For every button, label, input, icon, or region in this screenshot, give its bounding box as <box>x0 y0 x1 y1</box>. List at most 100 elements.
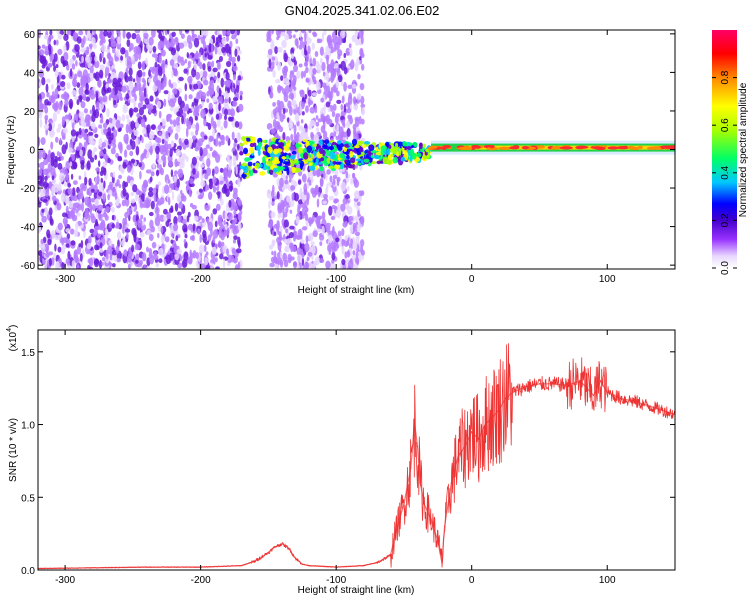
spectrogram-cell <box>116 231 122 240</box>
spectrogram-cell <box>84 128 89 133</box>
spectrogram-cell <box>283 69 287 79</box>
spectrogram-cell <box>312 57 317 67</box>
spectrogram-cell <box>191 123 196 129</box>
spectrogram-cell <box>55 101 59 110</box>
spectrogram-cell <box>94 109 100 119</box>
spectrogram-cell <box>220 134 225 144</box>
spectrogram-cell <box>212 95 218 103</box>
spectrogram-cell <box>88 257 94 267</box>
spectrogram-cell <box>44 105 49 114</box>
spectrogram-cell <box>339 262 343 269</box>
spectrogram-cell <box>99 242 103 249</box>
spectrogram-cell <box>111 243 115 248</box>
spectrogram-cell <box>143 148 147 156</box>
spectrogram-cell <box>99 30 103 36</box>
spectrogram-cell <box>214 166 219 175</box>
spectrogram-cell <box>293 107 297 115</box>
spectrogram-cell <box>234 121 240 128</box>
snr-data-point <box>294 557 297 560</box>
spectrogram-cell <box>128 80 134 91</box>
spectrogram-cell <box>147 78 152 83</box>
spectrogram-cell <box>328 195 335 201</box>
spectrogram-cell <box>171 93 175 99</box>
spectrogram-cell <box>89 228 95 234</box>
spectrogram-cell <box>339 153 345 159</box>
spectrogram-cell <box>342 197 348 205</box>
spectrogram-cell <box>308 165 316 171</box>
spectrogram-cell <box>130 120 135 130</box>
spectrogram-cell <box>337 203 341 210</box>
spectrogram-cell <box>176 111 181 117</box>
spectrogram-cell <box>100 221 106 231</box>
spectrogram-cell <box>170 183 175 190</box>
spectrogram-cell <box>81 202 84 212</box>
spectrogram-cell <box>326 169 331 175</box>
spectrogram-cell <box>44 207 49 216</box>
spectrogram-cell <box>177 211 182 216</box>
spectrogram-cell <box>222 30 226 37</box>
spectrogram-cell <box>62 60 69 66</box>
snr-data-point <box>633 400 635 402</box>
spectrogram-cell <box>158 40 164 46</box>
spectrogram-cell <box>166 113 173 119</box>
spectrogram-cell <box>188 94 193 100</box>
spectrogram-cell <box>107 193 110 201</box>
spectrogram-cell <box>313 79 317 85</box>
spectrogram-cell <box>330 86 334 95</box>
spectrogram-cell <box>96 174 100 185</box>
spectrogram-cell <box>130 98 135 104</box>
spectrogram-cell <box>218 228 223 239</box>
spectrogram-cell <box>368 156 373 163</box>
spectrogram-cell <box>333 198 340 204</box>
spectrogram-cell <box>239 151 244 156</box>
spectrogram-cell <box>85 82 89 92</box>
spectrogram-cell <box>39 118 43 128</box>
spectrogram-cell <box>313 260 317 267</box>
spectrogram-cell <box>292 139 295 146</box>
spectrogram-cell <box>79 149 83 157</box>
spectrogram-cell <box>130 158 136 164</box>
spectrogram-cell <box>223 169 229 178</box>
spectrogram-cell <box>46 91 50 98</box>
spectrogram-cell <box>266 189 272 199</box>
spectrogram-cell <box>163 208 168 215</box>
spectrogram-cell <box>68 200 74 209</box>
spectrogram-cell <box>120 55 124 61</box>
spectrogram-cell <box>246 137 251 142</box>
spectrogram-cell <box>164 236 170 243</box>
spectrogram-cell <box>124 181 129 188</box>
spectrogram-cell <box>311 245 316 254</box>
spectrogram-cell <box>352 96 357 105</box>
spectrogram-cell <box>192 135 197 141</box>
spectrogram-cell <box>195 140 201 150</box>
spectrogram-cell <box>348 260 354 269</box>
spectrogram-cell <box>87 235 92 245</box>
spectrogram-cell <box>271 240 275 247</box>
spectrogram-cell <box>112 47 116 54</box>
spectrogram-cell <box>183 68 188 74</box>
spectrogram-cell <box>224 108 228 116</box>
spectrogram-cell <box>142 77 146 83</box>
spectrogram-cell <box>154 216 161 227</box>
spectrogram-cell <box>78 243 82 248</box>
spectrogram-cell <box>99 248 104 253</box>
spectrogram-cell <box>124 75 130 83</box>
spectrogram-cell <box>69 68 73 78</box>
spectrogram-cell <box>285 206 289 214</box>
spectrogram-cell <box>193 83 199 90</box>
snr-data-point <box>281 543 283 545</box>
spectrogram-cell <box>345 102 349 107</box>
spectrogram-cell <box>352 241 358 250</box>
spectrogram-cell <box>204 52 207 58</box>
spectrogram-cell <box>211 246 217 255</box>
spectrogram-x-tick-label: -300 <box>55 274 75 285</box>
spectrogram-cell <box>429 145 438 149</box>
spectrogram-cell <box>173 55 177 61</box>
spectrogram-cell <box>400 156 406 162</box>
spectrogram-cell <box>161 138 165 145</box>
spectrogram-cell <box>350 178 354 185</box>
spectrogram-cell <box>349 258 353 263</box>
spectrogram-cell <box>126 164 132 173</box>
spectrogram-cell <box>40 137 46 146</box>
spectrogram-cell <box>307 171 312 178</box>
